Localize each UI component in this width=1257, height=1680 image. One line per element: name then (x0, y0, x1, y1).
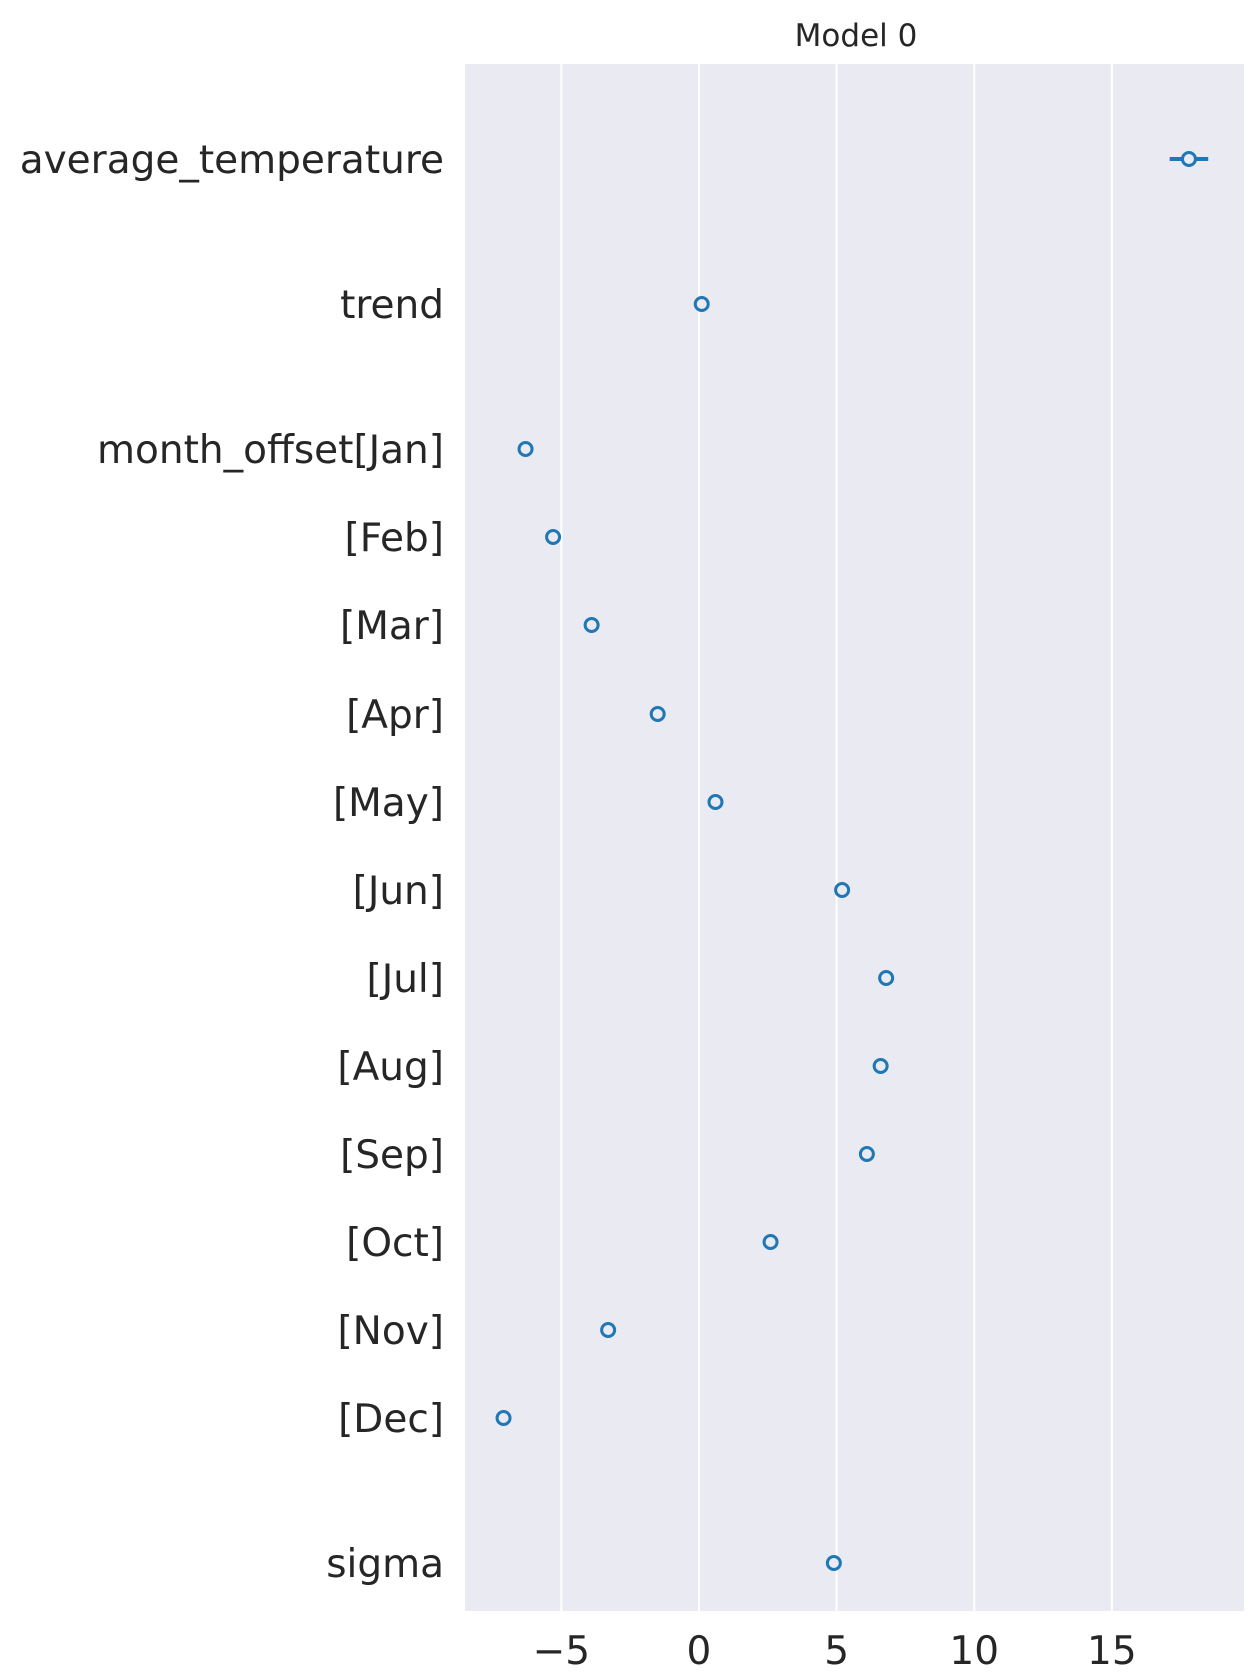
parameter-label: [Jul] (367, 957, 445, 1002)
point-marker (495, 1410, 512, 1426)
parameter-label: [Nov] (337, 1309, 444, 1354)
point-marker (1180, 151, 1197, 167)
point-marker (825, 1555, 842, 1571)
point-marker (517, 441, 534, 457)
point-marker (878, 970, 895, 986)
parameter-label: [Sep] (340, 1133, 444, 1178)
point-marker (762, 1234, 779, 1250)
parameter-label: [Aug] (337, 1045, 444, 1090)
parameter-label: [Dec] (338, 1397, 444, 1442)
parameter-label: [Oct] (346, 1221, 444, 1266)
point-marker (834, 882, 851, 898)
point-marker (583, 617, 600, 633)
x-tick-label: 10 (949, 1629, 999, 1674)
x-tick-label: 5 (824, 1629, 849, 1674)
point-marker (707, 794, 724, 810)
x-axis: −5 0 5 10 15 (533, 1629, 1137, 1674)
point-marker (872, 1058, 889, 1074)
plot-area (465, 64, 1244, 1611)
point-estimates (495, 151, 1209, 1571)
point-marker (693, 296, 710, 312)
x-tick-label: 15 (1087, 1629, 1137, 1674)
point-marker (858, 1146, 875, 1162)
parameter-label: [Jun] (353, 869, 444, 914)
point-marker (649, 706, 666, 722)
x-tick-label: 0 (687, 1629, 712, 1674)
point-marker (600, 1322, 617, 1338)
parameter-label: trend (340, 283, 444, 328)
parameter-label: [Apr] (346, 693, 444, 738)
parameter-label: [Mar] (340, 604, 444, 649)
grid-lines (560, 64, 1113, 1611)
x-tick-label: −5 (533, 1629, 591, 1674)
parameter-label: average_temperature (20, 138, 444, 183)
point-marker (545, 529, 562, 545)
parameter-label: [May] (333, 781, 444, 826)
parameter-label: month_offset[Jan] (97, 428, 444, 473)
chart-title: Model 0 (795, 18, 918, 54)
parameter-label: sigma (326, 1542, 444, 1587)
parameter-label: [Feb] (345, 516, 444, 561)
